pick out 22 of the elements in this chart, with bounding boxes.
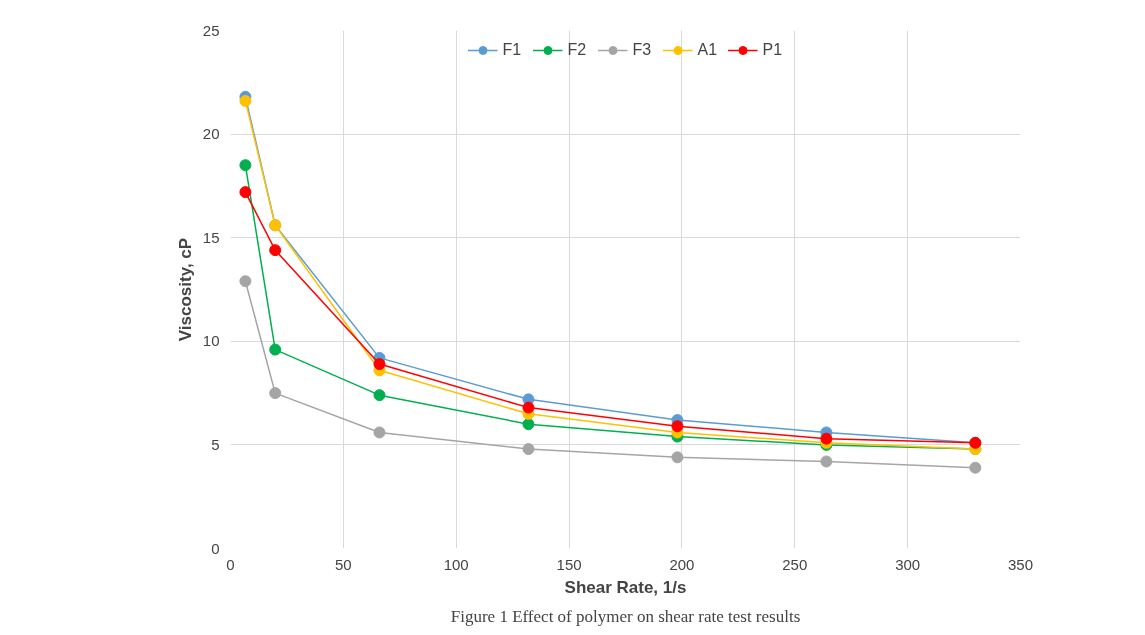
x-tick-label: 300 xyxy=(895,555,921,573)
x-tick-label: 350 xyxy=(1007,555,1034,573)
legend-label: A1 xyxy=(697,41,718,59)
legend-label: P1 xyxy=(762,41,783,59)
x-tick-label: 0 xyxy=(226,555,235,573)
legend-label: F2 xyxy=(567,41,588,59)
y-axis-title: Viscosity, cP xyxy=(175,237,195,342)
x-tick-label: 200 xyxy=(669,555,695,573)
caption: Figure 1 Effect of polymer on shear rate test results xyxy=(450,606,801,626)
x-tick-label: 250 xyxy=(782,555,808,573)
y-tick-label: 15 xyxy=(202,228,220,246)
legend-label: F3 xyxy=(632,41,653,59)
x-axis-title: Shear Rate, 1/s xyxy=(564,577,687,597)
x-tick-label: 150 xyxy=(556,555,582,573)
y-tick-label: 5 xyxy=(211,435,220,453)
legend-label: F1 xyxy=(502,41,523,59)
y-tick-label: 0 xyxy=(211,539,220,557)
y-tick-label: 25 xyxy=(202,21,220,39)
y-tick-label: 10 xyxy=(202,332,220,350)
x-tick-label: 100 xyxy=(443,555,469,573)
x-tick-label: 50 xyxy=(335,555,352,573)
y-tick-label: 20 xyxy=(202,125,220,143)
